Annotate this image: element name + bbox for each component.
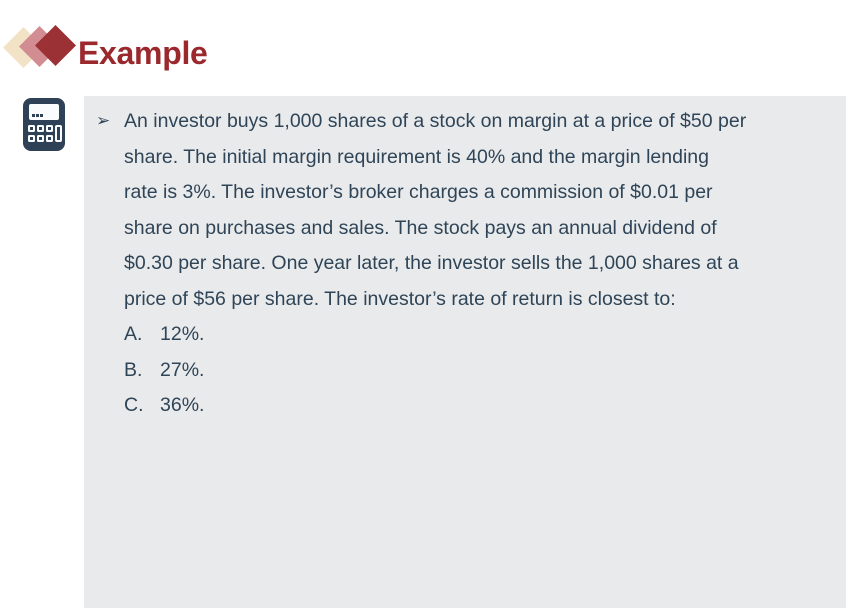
- option-value: 27%.: [160, 358, 205, 381]
- option-b: B. 27%.: [124, 353, 846, 389]
- calculator-key: [37, 135, 44, 142]
- calculator-key: [46, 135, 53, 142]
- arrow-bullet-icon: ➢: [96, 111, 111, 131]
- option-value: 36%.: [160, 394, 205, 417]
- option-letter: C.: [124, 394, 144, 417]
- calculator-icon: [23, 98, 65, 151]
- calculator-key: [28, 125, 35, 132]
- option-a: A. 12%.: [124, 317, 846, 353]
- answer-options: A. 12%. B. 27%. C. 36%.: [84, 317, 846, 424]
- calculator-screen: [29, 104, 59, 120]
- calculator-key: [46, 125, 53, 132]
- question-block: ➢ An investor buys 1,000 shares of a sto…: [84, 96, 846, 317]
- question-line: share. The initial margin requirement is…: [124, 145, 709, 168]
- question-line: An investor buys 1,000 shares of a stock…: [124, 110, 747, 132]
- question-line: $0.30 per share. One year later, the inv…: [124, 252, 739, 274]
- question-line: price of $56 per share. The investor’s r…: [124, 287, 676, 310]
- question-panel: ➢ An investor buys 1,000 shares of a sto…: [84, 96, 846, 608]
- diamonds-decoration-icon: [0, 0, 90, 90]
- page-title: Example: [78, 35, 208, 71]
- option-c: C. 36%.: [124, 388, 846, 424]
- calculator-key-tall: [55, 125, 62, 142]
- calculator-key: [37, 125, 44, 132]
- question-text: An investor buys 1,000 shares of a stock…: [124, 104, 746, 317]
- option-value: 12%.: [160, 323, 205, 345]
- calculator-key: [28, 135, 35, 142]
- question-line: rate is 3%. The investor’s broker charge…: [124, 181, 713, 203]
- option-letter: B.: [124, 358, 143, 381]
- option-letter: A.: [124, 323, 143, 345]
- question-line: share on purchases and sales. The stock …: [124, 216, 717, 239]
- calculator-screen-dots: [32, 114, 35, 117]
